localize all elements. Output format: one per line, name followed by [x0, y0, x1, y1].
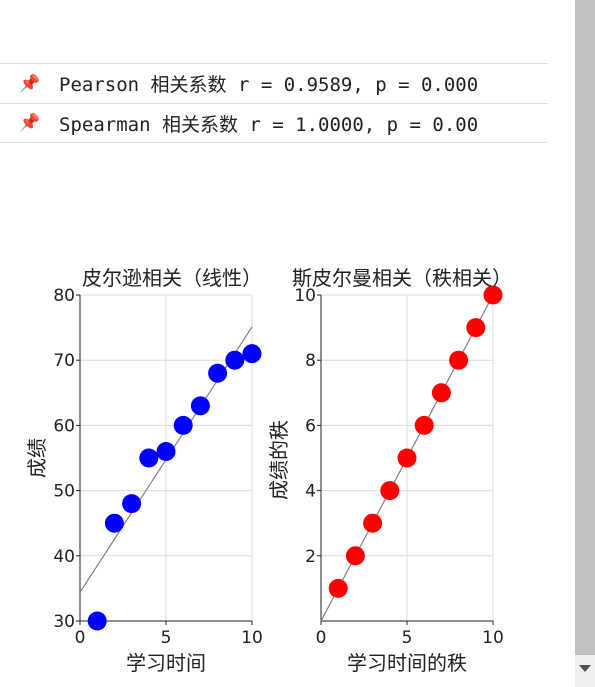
y-tick-label: 10: [294, 286, 316, 306]
charts-figure: 0 5 10 30 40 50 60 70 80 皮尔逊相关（线性） 学习时间 成绩 0 5 10 2 4 6 8 1…: [25, 266, 512, 675]
x-axis-label: 学习时间: [126, 651, 206, 675]
y-tick-label: 4: [305, 482, 316, 502]
y-tick-label: 8: [305, 351, 316, 371]
data-point: [87, 611, 107, 631]
y-tick-label: 30: [53, 612, 75, 632]
x-axis-label: 学习时间的秩: [347, 651, 467, 675]
spearman-result-text: Spearman 相关系数 r = 1.0000, p = 0.00: [59, 113, 479, 136]
data-point: [190, 396, 210, 416]
data-point: [449, 350, 469, 370]
pushpin-icon: 📌: [19, 113, 41, 133]
data-point: [242, 344, 262, 364]
data-point: [173, 415, 193, 435]
y-tick-label: 2: [305, 547, 316, 567]
chart-title: 斯皮尔曼相关（秩相关）: [292, 266, 512, 290]
x-tick-label: 0: [75, 628, 86, 648]
x-tick-label: 5: [161, 628, 172, 648]
y-tick-label: 70: [53, 351, 75, 371]
x-tick-label: 5: [402, 628, 413, 648]
data-point: [431, 383, 451, 403]
y-tick-label: 6: [305, 416, 316, 436]
x-tick-label: 10: [241, 628, 263, 648]
y-tick-label: 40: [53, 547, 75, 567]
scrollbar-thumb[interactable]: [575, 0, 595, 655]
data-point: [225, 350, 245, 370]
data-point: [483, 285, 503, 305]
data-point: [345, 546, 365, 566]
scroll-down-arrow-icon[interactable]: [579, 665, 591, 672]
y-axis-label: 成绩: [25, 438, 49, 478]
output-line-pearson: 📌 Pearson 相关系数 r = 0.9589, p = 0.000: [0, 63, 548, 103]
output-line-spearman: 📌 Spearman 相关系数 r = 1.0000, p = 0.00: [0, 103, 548, 143]
pearson-result-text: Pearson 相关系数 r = 0.9589, p = 0.000: [59, 74, 479, 96]
data-point: [139, 448, 159, 468]
chart-1: 0 5 10 30 40 50 60 70 80 皮尔逊相关（线性） 学习时间 成绩: [25, 266, 263, 675]
x-tick-label: 10: [482, 628, 504, 648]
pushpin-icon: 📌: [19, 73, 41, 94]
data-point: [414, 415, 434, 435]
chart-title: 皮尔逊相关（线性）: [82, 266, 262, 290]
y-axis-label: 成绩的秩: [267, 420, 291, 500]
vertical-scrollbar[interactable]: [575, 0, 595, 687]
data-point: [397, 448, 417, 468]
data-point: [104, 513, 124, 533]
data-point: [466, 318, 486, 338]
y-tick-label: 50: [53, 482, 75, 502]
y-tick-label: 80: [53, 286, 75, 306]
data-point: [122, 494, 142, 514]
data-point: [380, 481, 400, 501]
x-tick-label: 0: [316, 628, 327, 648]
data-point: [156, 441, 176, 461]
data-point: [208, 363, 228, 383]
data-point: [328, 578, 348, 598]
data-point: [363, 513, 383, 533]
y-tick-label: 60: [53, 416, 75, 436]
